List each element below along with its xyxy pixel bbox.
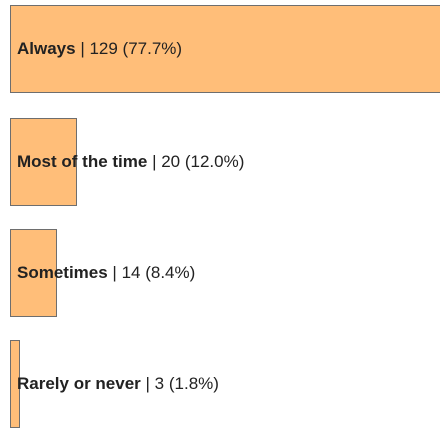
value-label: 129 (77.7%) [89,39,183,58]
label-separator: | [147,152,162,171]
label-separator: | [75,39,90,58]
bar-sometimes[interactable] [10,229,57,317]
category-label: Always [17,39,76,58]
category-label: Most of the time [17,152,148,171]
category-label: Sometimes [17,263,108,282]
value-label: 20 (12.0%) [161,152,245,171]
category-label: Rarely or never [17,374,141,393]
bar-data-label: Always | 129 (77.7%) [17,39,182,59]
label-separator: | [107,263,122,282]
value-label: 3 (1.8%) [154,374,219,393]
bar-data-label: Rarely or never | 3 (1.8%) [17,374,219,394]
bar-rarely-or-never[interactable] [10,340,20,428]
label-separator: | [140,374,155,393]
bar-always[interactable] [10,5,440,93]
bar-most-of-the-time[interactable] [10,118,77,206]
value-label: 14 (8.4%) [121,263,196,282]
bar-data-label: Most of the time | 20 (12.0%) [17,152,244,172]
bar-data-label: Sometimes | 14 (8.4%) [17,263,195,283]
